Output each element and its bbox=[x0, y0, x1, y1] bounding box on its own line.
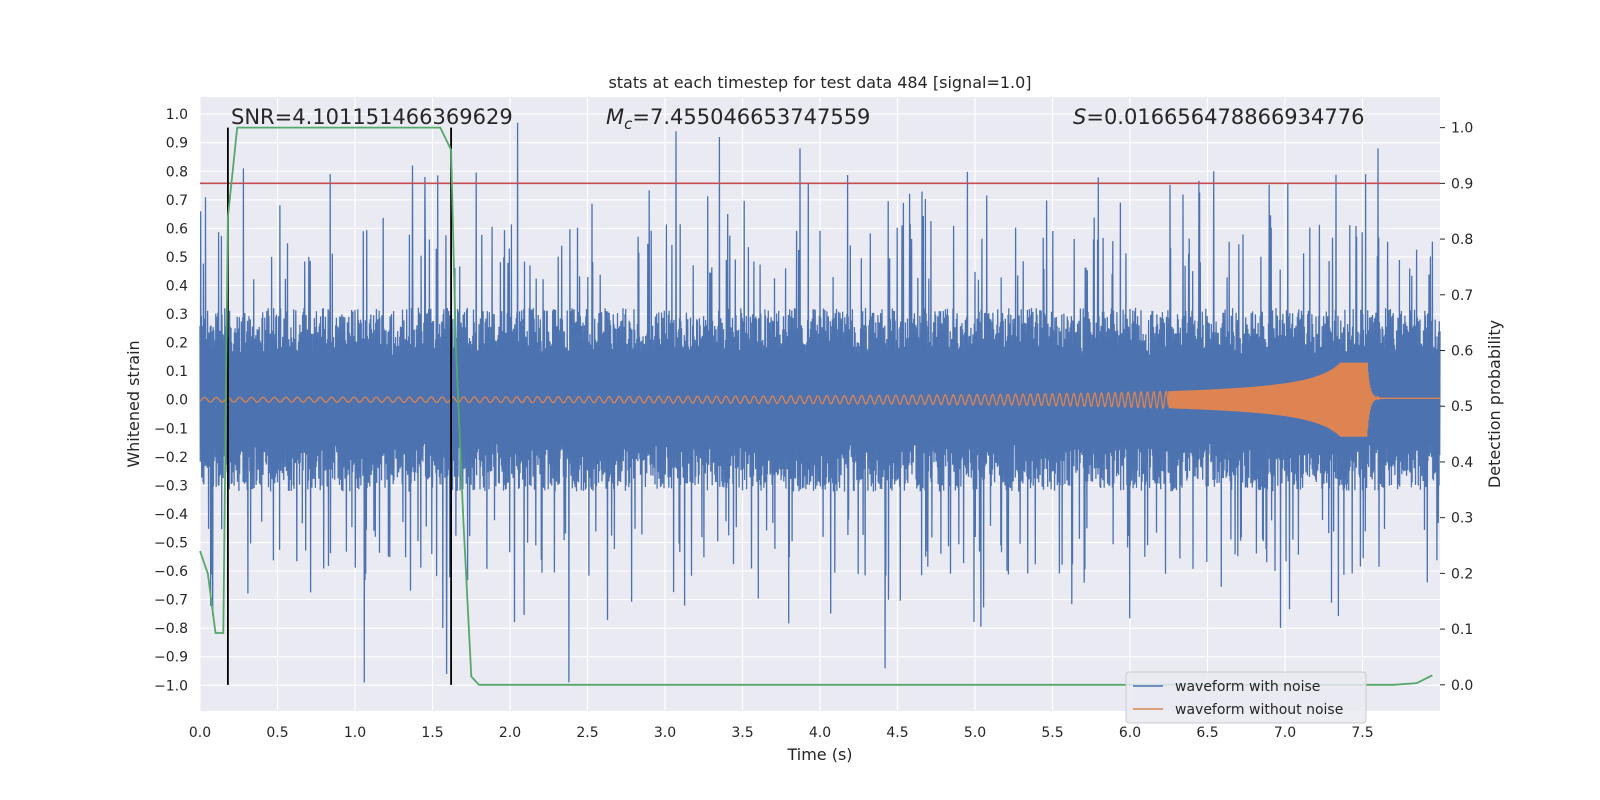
y-left-tick-label: 0.6 bbox=[166, 221, 188, 237]
y-left-tick-label: 0.0 bbox=[166, 393, 188, 409]
y-left-tick-label: −0.6 bbox=[154, 564, 188, 580]
x-tick-label: 5.5 bbox=[1041, 725, 1063, 741]
s-value: =0.016656478866934776 bbox=[1086, 105, 1364, 129]
x-tick-label: 1.0 bbox=[344, 725, 366, 741]
legend: waveform with noise waveform without noi… bbox=[1125, 671, 1367, 724]
x-tick-label: 3.0 bbox=[654, 725, 676, 741]
detection-probability-line bbox=[199, 126, 1433, 686]
x-tick-label: 5.0 bbox=[964, 725, 986, 741]
x-tick-label: 2.0 bbox=[499, 725, 521, 741]
x-tick-label: 4.0 bbox=[809, 725, 831, 741]
waveform-with-noise-line bbox=[199, 122, 1441, 683]
y-left-tick-label: 0.3 bbox=[166, 307, 188, 323]
y-left-tick-label: 0.2 bbox=[166, 336, 188, 352]
x-tick-label: 3.5 bbox=[731, 725, 753, 741]
y-right-tick-label: 0.5 bbox=[1451, 399, 1473, 415]
y-right-tick-label: 0.2 bbox=[1451, 566, 1473, 582]
y-left-tick-label: 0.1 bbox=[166, 364, 188, 380]
y-right-tick-label: 0.8 bbox=[1451, 232, 1473, 248]
chart-title: stats at each timestep for test data 484… bbox=[608, 73, 1031, 92]
y-right-tick-label: 0.6 bbox=[1451, 344, 1473, 360]
x-axis-ticks: 0.0 0.5 1.0 1.5 2.0 2.5 3.0 3.5 4.0 4.5 5.0 5.5 6.0 6… bbox=[189, 725, 1374, 741]
y-left-tick-label: −0.3 bbox=[154, 478, 188, 494]
y-left-tick-label: 0.4 bbox=[166, 278, 188, 294]
series-waveform-without-noise bbox=[199, 362, 1440, 437]
y-left-axis-label: Whitened strain bbox=[124, 340, 143, 467]
s-symbol: S bbox=[1073, 105, 1086, 129]
x-tick-label: 7.5 bbox=[1351, 725, 1373, 741]
y-left-tick-label: 1.0 bbox=[166, 107, 188, 123]
y-left-tick-label: −1.0 bbox=[154, 678, 188, 694]
chirp-mass-value: =7.455046653747559 bbox=[632, 105, 870, 129]
y-left-tick-label: −0.1 bbox=[154, 421, 188, 437]
x-tick-label: 4.5 bbox=[886, 725, 908, 741]
x-tick-label: 0.5 bbox=[266, 725, 288, 741]
x-tick-label: 0.0 bbox=[189, 725, 211, 741]
y-right-tick-label: 0.9 bbox=[1451, 176, 1473, 192]
x-tick-label: 7.0 bbox=[1274, 725, 1296, 741]
x-axis-label: Time (s) bbox=[786, 745, 852, 764]
s-annotation: S=0.016656478866934776 bbox=[1073, 105, 1364, 129]
x-tick-label: 6.5 bbox=[1196, 725, 1218, 741]
chirp-mass-subscript: c bbox=[624, 115, 633, 133]
series-detection-probability bbox=[199, 126, 1433, 686]
chirp-mass-symbol: M bbox=[606, 105, 624, 129]
y-left-tick-label: 0.8 bbox=[166, 164, 188, 180]
y-left-tick-label: 0.9 bbox=[166, 136, 188, 152]
x-tick-label: 6.0 bbox=[1119, 725, 1141, 741]
y-left-axis-ticks: 1.0 0.9 0.8 0.7 0.6 0.5 0.4 0.3 0.2 0.1 0.0 −0.1 −0.… bbox=[154, 107, 188, 694]
legend-label-noisy: waveform with noise bbox=[1175, 679, 1320, 695]
y-right-tick-label: 0.1 bbox=[1451, 622, 1473, 638]
y-left-tick-label: −0.5 bbox=[154, 536, 188, 552]
y-left-tick-label: −0.9 bbox=[154, 650, 188, 666]
y-right-tick-label: 0.0 bbox=[1451, 678, 1473, 694]
y-right-tick-label: 0.3 bbox=[1451, 511, 1473, 527]
legend-box bbox=[1125, 671, 1367, 724]
y-left-tick-label: −0.4 bbox=[154, 507, 188, 523]
y-left-tick-label: −0.8 bbox=[154, 621, 188, 637]
y-right-axis-ticks: 1.0 0.9 0.8 0.7 0.6 0.5 0.4 0.3 0.2 0.1 0.0 bbox=[1440, 121, 1473, 694]
legend-label-clean: waveform without noise bbox=[1175, 702, 1343, 718]
snr-annotation: SNR=4.101151466369629 bbox=[231, 105, 513, 129]
y-left-tick-label: 0.7 bbox=[166, 193, 188, 209]
y-left-tick-label: 0.5 bbox=[166, 250, 188, 266]
y-right-tick-label: 1.0 bbox=[1451, 121, 1473, 137]
x-tick-label: 2.5 bbox=[576, 725, 598, 741]
waveform-without-noise-line bbox=[199, 362, 1440, 437]
y-left-tick-label: −0.7 bbox=[154, 593, 188, 609]
y-right-tick-label: 0.7 bbox=[1451, 288, 1473, 304]
x-tick-label: 1.5 bbox=[421, 725, 443, 741]
y-right-axis-label: Detection probability bbox=[1485, 320, 1504, 488]
series-waveform-with-noise bbox=[199, 122, 1441, 683]
y-left-tick-label: −0.2 bbox=[154, 450, 188, 466]
y-right-tick-label: 0.4 bbox=[1451, 455, 1473, 471]
chirp-mass-annotation: Mc=7.455046653747559 bbox=[606, 105, 870, 133]
